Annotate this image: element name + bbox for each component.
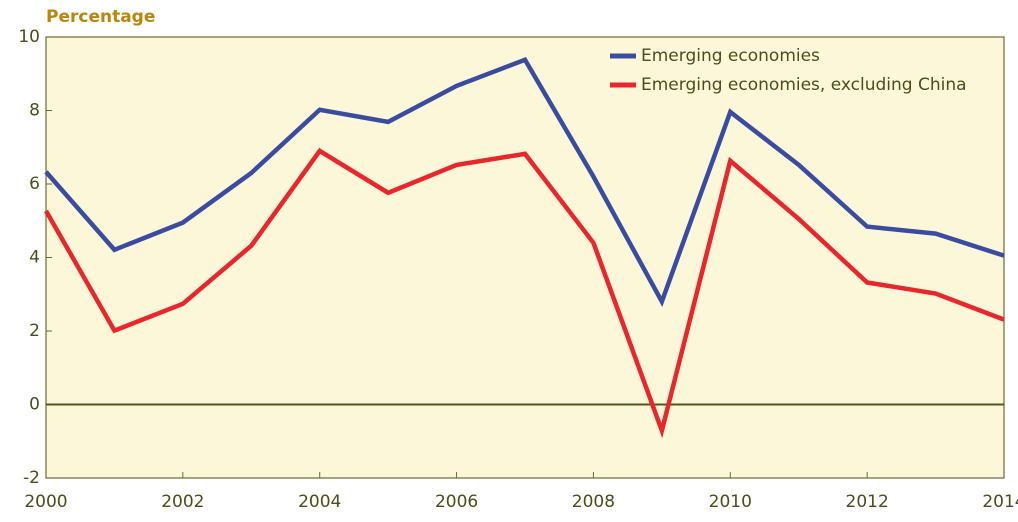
plot-area: [45, 36, 1005, 479]
x-tick-label: 2006: [435, 492, 478, 512]
x-tick-label: 2000: [24, 492, 67, 512]
legend-label: Emerging economies, excluding China: [641, 75, 967, 95]
chart-title: Percentage: [46, 7, 155, 27]
y-tick-label: 4: [29, 248, 40, 268]
y-tick-label: 6: [29, 174, 40, 194]
x-tick-label: 2014: [982, 492, 1018, 512]
y-tick-label: -2: [23, 468, 40, 488]
x-tick-label: 2008: [572, 492, 615, 512]
y-tick-label: 10: [18, 27, 40, 47]
y-tick-label: 0: [29, 395, 40, 415]
x-tick-label: 2004: [298, 492, 341, 512]
x-tick-label: 2010: [709, 492, 752, 512]
series-line: [44, 147, 1005, 439]
y-tick-label: 8: [29, 101, 40, 121]
series-line: [44, 57, 1005, 308]
y-tick-label: 2: [29, 321, 40, 341]
x-tick-label: 2012: [846, 492, 889, 512]
legend-label: Emerging economies: [641, 46, 820, 66]
x-tick-label: 2002: [161, 492, 204, 512]
